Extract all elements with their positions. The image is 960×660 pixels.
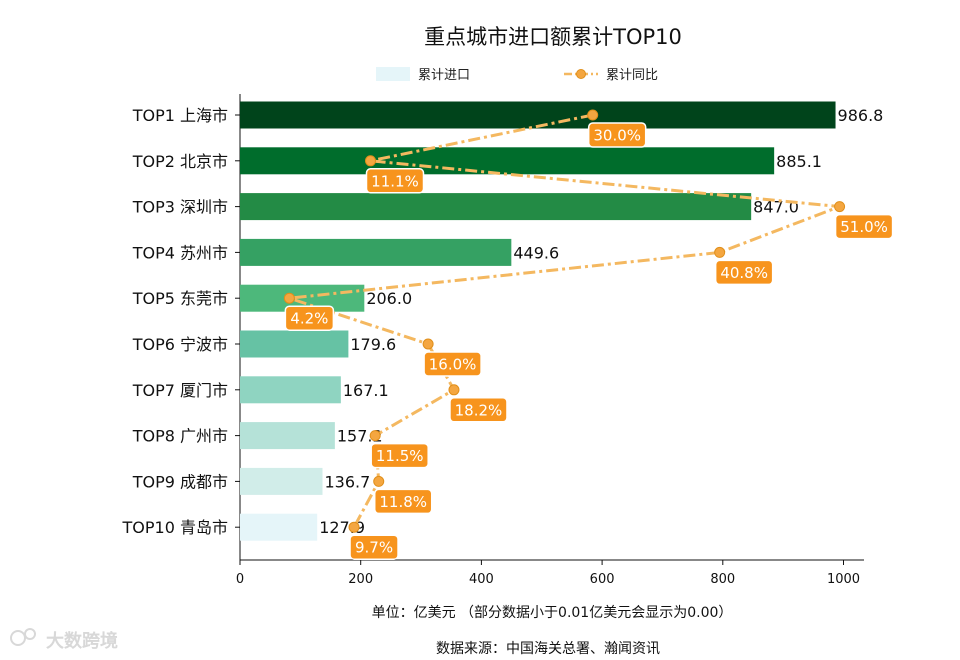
bar xyxy=(240,513,318,541)
rate-label: 30.0% xyxy=(593,127,641,145)
x-tick-label: 0 xyxy=(236,572,244,587)
bar xyxy=(240,101,836,129)
rate-marker xyxy=(373,475,385,487)
bar-value-label: 206.0 xyxy=(366,289,412,308)
rate-label-box xyxy=(349,534,399,560)
rate-label: 11.1% xyxy=(371,172,419,190)
bar xyxy=(240,376,341,404)
source-note: 数据来源：中国海关总署、瀚闻资讯 xyxy=(436,641,660,657)
rate-label-box xyxy=(284,305,335,331)
x-tick-label: 1000 xyxy=(827,572,860,587)
rate-label-box xyxy=(365,168,425,194)
plot-area: 0 200 400 600 800 1000 TOP1 上海市 986.8 TOP2 北京市 88… xyxy=(122,94,894,587)
category-label: TOP8 广州市 xyxy=(132,427,228,446)
rate-label: 4.2% xyxy=(290,310,328,328)
category-label: TOP5 东莞市 xyxy=(132,289,228,308)
rate-label: 51.0% xyxy=(840,218,888,236)
rate-label: 40.8% xyxy=(720,264,768,282)
legend: 累计进口 累计同比 xyxy=(376,67,658,83)
x-tick-label: 800 xyxy=(710,572,735,587)
category-label: TOP3 深圳市 xyxy=(132,198,228,217)
x-tick-label: 600 xyxy=(590,572,615,587)
rate-label: 11.5% xyxy=(376,447,424,465)
bar-value-label: 885.1 xyxy=(776,152,822,171)
rate-marker xyxy=(448,384,460,396)
bar xyxy=(240,147,775,175)
bar-value-label: 167.1 xyxy=(343,381,389,400)
rate-label-box xyxy=(373,488,433,515)
category-label: TOP10 青岛市 xyxy=(122,518,228,537)
rate-label: 16.0% xyxy=(429,356,477,374)
watermark-logo-icon xyxy=(10,630,26,646)
rate-label: 11.8% xyxy=(379,493,427,511)
rate-label: 9.7% xyxy=(355,539,393,557)
watermark-logo-dot-icon xyxy=(24,628,36,640)
bar-value-label: 179.6 xyxy=(350,335,396,354)
category-label: TOP7 厦门市 xyxy=(132,381,228,400)
rate-label-box xyxy=(423,351,482,377)
legend-marker xyxy=(576,69,586,79)
category-label: TOP9 成都市 xyxy=(132,472,228,491)
watermark: 大数跨境 xyxy=(10,628,118,652)
rate-label-box xyxy=(834,213,894,240)
rate-marker xyxy=(283,292,295,304)
rate-label: 18.2% xyxy=(455,401,503,419)
bar xyxy=(240,193,752,221)
bar-value-label: 986.8 xyxy=(838,106,884,125)
rate-label-box xyxy=(714,259,774,286)
category-label: TOP4 苏州市 xyxy=(132,243,228,262)
category-label: TOP1 上海市 xyxy=(132,106,228,125)
rate-marker xyxy=(348,521,360,533)
category-label: TOP6 宁波市 xyxy=(132,335,228,354)
x-tick-label: 200 xyxy=(348,572,373,587)
rate-marker xyxy=(369,430,381,442)
x-axis-label: 单位：亿美元 （部分数据小于0.01亿美元会显示为0.00） xyxy=(372,605,733,621)
legend-swatch-bar xyxy=(376,67,410,81)
bar-value-label: 449.6 xyxy=(513,243,559,262)
bar-value-label: 136.7 xyxy=(324,472,370,491)
rate-label-box xyxy=(587,122,647,148)
x-tick-label: 400 xyxy=(469,572,494,587)
rate-marker xyxy=(834,201,846,213)
rate-label-box xyxy=(370,442,429,469)
watermark-text: 大数跨境 xyxy=(46,630,118,652)
bar xyxy=(240,238,512,266)
rate-marker xyxy=(364,155,376,167)
legend-label-bar: 累计进口 xyxy=(418,68,470,83)
rate-label-box xyxy=(449,397,508,423)
legend-label-line: 累计同比 xyxy=(606,68,658,83)
bar xyxy=(240,330,349,358)
chart-title: 重点城市进口额累计TOP10 xyxy=(424,25,682,49)
bar xyxy=(240,422,335,450)
bar xyxy=(240,467,323,495)
category-label: TOP2 北京市 xyxy=(132,152,228,171)
rate-marker xyxy=(422,338,434,350)
rate-marker xyxy=(587,109,599,121)
bar-value-label: 847.0 xyxy=(753,198,799,217)
rate-marker xyxy=(714,246,726,258)
bar-value-label: 157.2 xyxy=(337,427,383,446)
